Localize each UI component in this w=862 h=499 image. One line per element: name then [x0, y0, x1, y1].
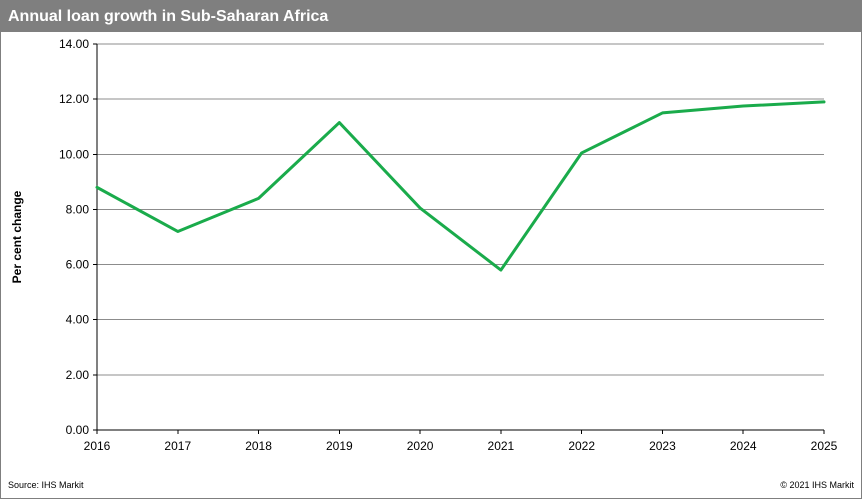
x-tick-label: 2021 [488, 439, 515, 453]
y-tick-label: 2.00 [66, 368, 90, 382]
x-tick-label: 2022 [568, 439, 595, 453]
x-tick-label: 2018 [245, 439, 272, 453]
y-tick-label: 8.00 [66, 202, 90, 216]
series-line [95, 100, 826, 272]
x-tick-label: 2025 [811, 439, 838, 453]
x-tick-label: 2024 [730, 439, 757, 453]
chart-title: Annual loan growth in Sub-Saharan Africa [1, 1, 861, 32]
x-tick-label: 2019 [326, 439, 353, 453]
x-tick-label: 2023 [649, 439, 676, 453]
copyright-note: © 2021 IHS Markit [780, 480, 854, 490]
x-tick-label: 2017 [164, 439, 191, 453]
x-tick-label: 2016 [84, 439, 111, 453]
y-tick-label: 6.00 [66, 258, 90, 272]
x-tick-label: 2020 [407, 439, 434, 453]
y-axis-label: Per cent change [10, 190, 24, 283]
y-tick-label: 0.00 [66, 423, 90, 437]
y-tick-label: 12.00 [59, 92, 89, 106]
y-tick-label: 14.00 [59, 37, 89, 51]
y-tick-label: 10.00 [59, 147, 89, 161]
source-note: Source: IHS Markit [8, 480, 84, 490]
y-tick-label: 4.00 [66, 313, 90, 327]
